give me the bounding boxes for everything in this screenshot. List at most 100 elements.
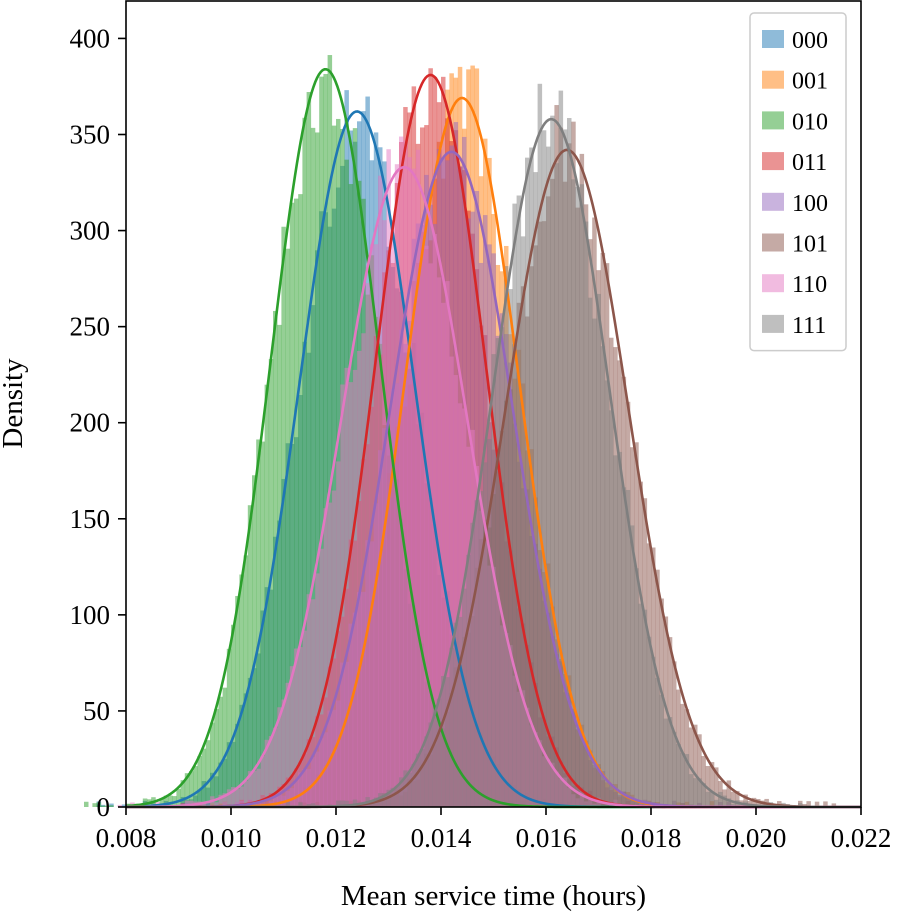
bar: [256, 768, 261, 807]
legend-label: 000: [792, 28, 828, 54]
bar: [445, 281, 450, 807]
bar: [348, 382, 354, 807]
bar: [424, 245, 429, 808]
bar: [327, 502, 333, 807]
bar: [680, 753, 685, 807]
x-tick-label: 0.012: [306, 823, 367, 853]
bar: [495, 338, 501, 807]
bar: [831, 803, 837, 807]
bar: [84, 801, 89, 807]
bar: [462, 588, 467, 807]
y-tick-label: 200: [70, 408, 111, 438]
bar: [197, 755, 202, 807]
bar: [285, 682, 291, 807]
bar: [289, 202, 295, 808]
bar: [554, 163, 559, 808]
bar: [445, 677, 450, 807]
legend-swatch: [762, 111, 784, 130]
bar: [655, 677, 660, 807]
bar: [491, 354, 496, 807]
bar: [260, 755, 265, 807]
bar: [226, 648, 232, 807]
bar: [96, 802, 102, 807]
bar: [453, 622, 459, 807]
bar: [726, 780, 732, 807]
bar: [424, 736, 429, 807]
y-tick-label: 150: [70, 504, 111, 534]
bar: [823, 801, 828, 807]
bar: [730, 791, 736, 807]
x-axis-label: Mean service time (hours): [341, 880, 646, 912]
bar: [121, 804, 127, 807]
bar: [701, 783, 706, 807]
bar: [252, 770, 257, 807]
bar: [403, 140, 408, 807]
bar: [537, 83, 543, 807]
bar: [705, 791, 711, 807]
bar: [659, 694, 664, 807]
bar: [525, 157, 530, 807]
bar: [688, 774, 694, 807]
bar: [222, 687, 228, 807]
bar: [449, 647, 454, 807]
bar: [714, 767, 719, 807]
bar: [352, 369, 358, 807]
bar: [432, 705, 438, 807]
bar: [92, 803, 97, 807]
bar: [512, 203, 517, 807]
bar: [609, 410, 614, 807]
bar: [625, 489, 631, 807]
y-tick-label: 0: [97, 792, 111, 822]
bar: [407, 772, 412, 807]
bar: [105, 805, 110, 807]
bar: [163, 795, 169, 807]
bar: [520, 236, 526, 807]
bar: [323, 74, 328, 807]
bar: [676, 744, 681, 807]
bar: [533, 172, 538, 808]
y-tick-label: 300: [70, 216, 111, 246]
bar: [667, 717, 673, 807]
bar: [592, 318, 597, 807]
bar: [558, 90, 564, 808]
bar: [726, 798, 732, 807]
bar: [239, 574, 244, 807]
bar: [256, 439, 261, 807]
x-tick-label: 0.022: [831, 823, 892, 853]
bar: [441, 675, 446, 807]
bar: [516, 195, 522, 807]
bar: [642, 609, 648, 807]
bar: [189, 771, 194, 807]
bar: [693, 724, 698, 807]
bar: [323, 508, 328, 807]
legend-swatch: [762, 274, 784, 293]
bar: [613, 455, 618, 807]
bar: [310, 127, 316, 807]
bar: [411, 168, 417, 807]
bar: [193, 766, 198, 807]
bar: [310, 803, 316, 807]
bar: [306, 594, 312, 807]
bar: [264, 739, 270, 807]
bar: [504, 266, 509, 808]
bar: [235, 788, 240, 807]
bar: [722, 795, 727, 807]
legend-box: [749, 12, 847, 352]
bar: [541, 130, 547, 808]
bar: [310, 599, 316, 807]
bar: [567, 118, 572, 807]
bar: [109, 805, 114, 807]
bar: [735, 790, 740, 807]
bar: [382, 220, 387, 807]
bar: [436, 277, 442, 807]
bar: [457, 616, 463, 807]
bar: [319, 76, 324, 807]
bar: [709, 791, 715, 807]
legend-label: 101: [792, 232, 828, 258]
legend-label: 110: [792, 272, 827, 298]
bar: [210, 722, 215, 807]
bar: [315, 573, 320, 807]
bar: [373, 244, 379, 807]
